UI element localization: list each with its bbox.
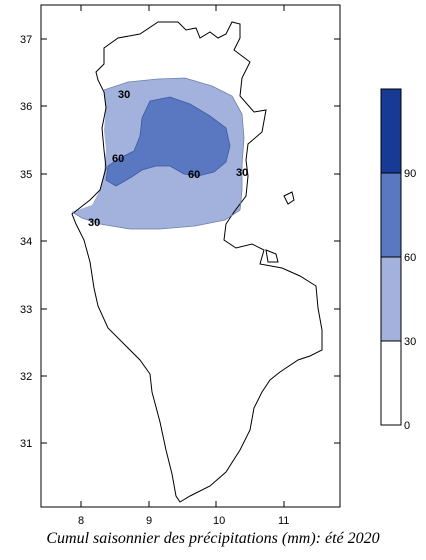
map-caption: Cumul saisonnier des précipitations (mm)…: [46, 530, 380, 547]
legend-label: 90: [404, 168, 416, 180]
contour-label: 30: [236, 167, 248, 179]
legend-swatch-90: [380, 88, 402, 174]
lat-axis: [41, 38, 340, 444]
lon-tick-label: 11: [278, 515, 289, 527]
legend-swatch-60: [380, 172, 402, 258]
country-border: [71, 21, 323, 503]
precip-zone-60-90: [106, 97, 230, 186]
legend-swatch-30: [380, 256, 402, 342]
lat-tick-label: 36: [20, 101, 32, 113]
legend-label: 60: [404, 252, 416, 264]
contour-label: 60: [112, 153, 124, 165]
legend-swatch-0: [380, 340, 402, 426]
island-outline: [265, 249, 279, 263]
lat-tick-label: 31: [20, 438, 32, 450]
legend-label: 30: [404, 336, 416, 348]
lon-axis: [80, 5, 285, 507]
lat-tick-label: 35: [20, 169, 32, 181]
contour-30: [71, 77, 245, 230]
color-legend: [380, 88, 402, 426]
lon-tick-label: 10: [213, 515, 225, 527]
contour-label: 30: [118, 89, 130, 101]
lat-tick-label: 32: [20, 371, 32, 383]
kerkennah-outline: [283, 191, 295, 205]
lon-tick-label: 8: [78, 515, 84, 527]
lon-tick-label: 9: [146, 515, 152, 527]
contour-label: 60: [188, 169, 200, 181]
lat-tick-label: 33: [20, 304, 32, 316]
lat-tick-label: 37: [20, 34, 32, 46]
contour-60: [105, 96, 231, 187]
contour-label: 30: [88, 217, 100, 229]
legend-label: 0: [404, 420, 410, 432]
lat-tick-label: 34: [20, 236, 32, 248]
